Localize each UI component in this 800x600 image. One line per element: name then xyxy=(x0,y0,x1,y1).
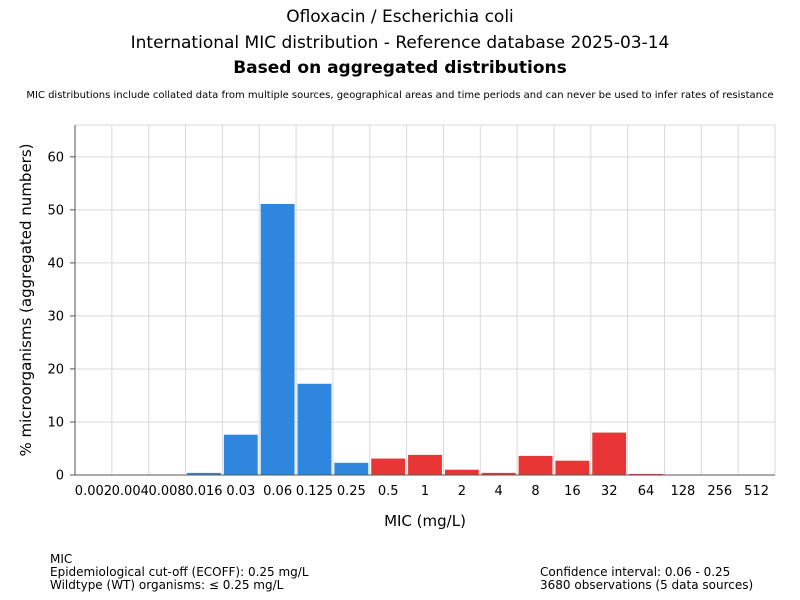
footer-mic-label: MIC xyxy=(50,552,73,566)
x-tick-label: 256 xyxy=(707,484,732,499)
x-tick-label: 128 xyxy=(670,484,695,499)
bar-0.016 xyxy=(187,472,221,475)
x-tick-label: 0.5 xyxy=(378,484,399,499)
x-axis-label: MIC (mg/L) xyxy=(384,512,466,530)
grid-layer xyxy=(74,124,776,475)
x-tick-label: 0.125 xyxy=(296,484,333,499)
y-tick-label: 20 xyxy=(47,362,64,377)
footer-confidence-info: Confidence interval: 0.06 - 0.25 3680 ob… xyxy=(540,566,753,592)
x-tick-label: 64 xyxy=(638,484,655,499)
chart-subtitle: International MIC distribution - Referen… xyxy=(130,33,670,53)
bar-4 xyxy=(481,472,516,475)
bar-8 xyxy=(518,455,553,475)
bars-layer xyxy=(187,204,663,476)
x-tick-label: 0.016 xyxy=(185,484,222,499)
x-tick-label: 0.002 xyxy=(75,484,112,499)
x-tick-label: 0.008 xyxy=(148,484,185,499)
bar-32 xyxy=(592,432,627,475)
x-tick-label: 0.03 xyxy=(226,484,255,499)
footer-confidence-interval: Confidence interval: 0.06 - 0.25 xyxy=(540,565,731,579)
x-tick-label: 0.004 xyxy=(112,484,149,499)
bar-0.06 xyxy=(260,204,295,476)
x-tick-label: 32 xyxy=(601,484,618,499)
bar-1 xyxy=(408,454,442,475)
bar-0.03 xyxy=(223,434,258,475)
labels-layer: 0 10 20 30 40 50 60 0.002 0.004 0.008 0.016 0.03 0.0… xyxy=(17,143,769,530)
x-tick-label: 8 xyxy=(531,484,539,499)
y-tick-label: 60 xyxy=(47,150,64,165)
chart-disclaimer-note: MIC distributions include collated data … xyxy=(26,90,774,101)
x-tick-label: 16 xyxy=(564,484,581,499)
bar-16 xyxy=(555,460,590,475)
y-tick-label: 40 xyxy=(47,256,64,271)
x-tick-label: 4 xyxy=(495,484,503,499)
x-tick-label: 0.06 xyxy=(263,484,292,499)
bar-64 xyxy=(629,473,663,475)
bar-0.125 xyxy=(297,383,332,475)
y-tick-label: 10 xyxy=(47,415,64,430)
x-tick-label: 512 xyxy=(744,484,769,499)
footer-observations: 3680 observations (5 data sources) xyxy=(540,578,754,592)
axes-layer xyxy=(70,125,775,476)
chart-subtitle-bold: Based on aggregated distributions xyxy=(233,58,567,78)
y-tick-label: 50 xyxy=(47,203,64,218)
y-tick-label: 30 xyxy=(47,309,64,324)
bar-0.25 xyxy=(334,462,369,475)
y-axis-label: % microorganisms (aggregated numbers) xyxy=(17,143,35,456)
footer-wildtype-range: Wildtype (WT) organisms: ≤ 0.25 mg/L xyxy=(50,578,284,592)
bar-2 xyxy=(444,469,479,475)
bar-0.5 xyxy=(371,458,406,475)
footer-ecoff-value: Epidemiological cut-off (ECOFF): 0.25 mg… xyxy=(50,565,309,579)
x-tick-label: 2 xyxy=(458,484,466,499)
y-tick-label: 0 xyxy=(56,469,64,484)
chart-title: Ofloxacin / Escherichia coli xyxy=(286,7,514,27)
footer-ecoff-info: MIC Epidemiological cut-off (ECOFF): 0.2… xyxy=(50,553,309,592)
x-tick-label: 0.25 xyxy=(337,484,366,499)
x-tick-label: 1 xyxy=(421,484,429,499)
